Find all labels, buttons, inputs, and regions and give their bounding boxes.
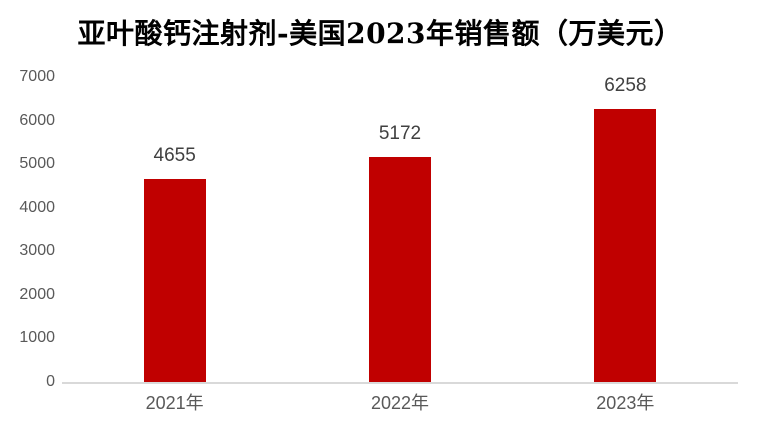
y-tick-label: 2000 — [19, 285, 55, 303]
y-tick-label: 1000 — [19, 329, 55, 347]
bar-value-label: 4655 — [153, 145, 196, 167]
chart-title: 亚叶酸钙注射剂-美国2023年销售额（万美元） — [77, 17, 683, 50]
y-tick-label: 6000 — [19, 111, 55, 129]
bar — [594, 109, 657, 382]
bar-value-label: 6258 — [604, 75, 647, 97]
x-axis-line — [62, 382, 738, 384]
y-tick-label: 5000 — [19, 155, 55, 173]
bar — [143, 179, 206, 382]
y-tick-label: 3000 — [19, 242, 55, 260]
bar-value-label: 5172 — [378, 122, 422, 144]
y-tick-label: 4000 — [19, 198, 55, 216]
x-axis-category-label: 2022年 — [370, 393, 430, 413]
y-tick-label: 0 — [46, 373, 55, 390]
bar — [369, 156, 431, 382]
y-tick-label: 7000 — [19, 68, 55, 85]
x-axis-category-label: 2021年 — [145, 393, 204, 413]
x-axis-category-label: 2023年 — [596, 393, 655, 413]
